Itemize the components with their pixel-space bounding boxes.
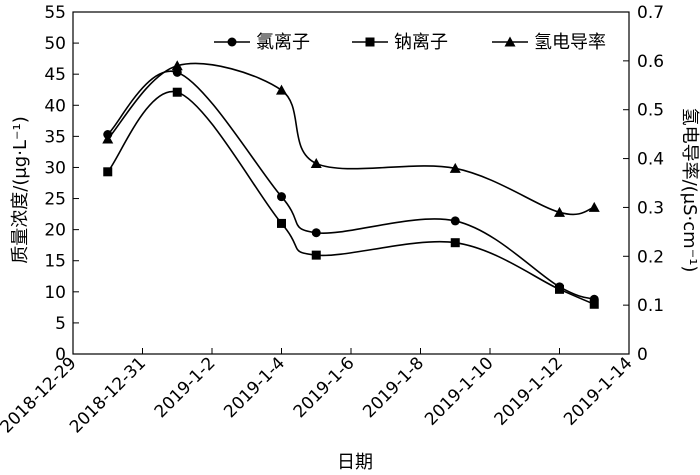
plot-area-border	[72, 11, 630, 355]
left-tick-label: 10	[44, 283, 66, 303]
x-tick-label: 2019-1-6	[290, 353, 359, 422]
point-square	[172, 87, 182, 97]
point-circle	[277, 192, 286, 202]
point-circle	[450, 216, 460, 226]
x-tick-label: 2019-1-10	[421, 353, 497, 429]
series-circle	[103, 67, 599, 304]
point-square	[311, 250, 321, 260]
point-square	[589, 299, 599, 309]
legend-item-square: 钠离子	[352, 32, 448, 53]
point-triangle	[276, 84, 287, 95]
x-axis-title: 日期	[337, 452, 373, 473]
legend-item-circle: 氯离子	[214, 32, 310, 53]
legend-label: 钠离子	[394, 32, 448, 53]
legend-label: 氯离子	[256, 32, 310, 53]
series-triangle	[102, 60, 600, 217]
left-tick-label: 15	[44, 252, 66, 272]
x-tick-label: 2019-1-8	[359, 353, 428, 422]
left-tick-label: 40	[44, 96, 66, 116]
left-tick-label: 45	[44, 65, 66, 85]
point-square	[555, 284, 564, 294]
plot-frame	[72, 11, 630, 355]
legend: 氯离子 钠离子 氢电导率	[214, 32, 606, 53]
legend-label: 氢电导率	[534, 32, 606, 53]
right-tick-label: 0	[637, 345, 648, 365]
series-line-triangle	[107, 62, 595, 216]
x-tick-label: 2019-1-12	[491, 353, 567, 429]
right-tick-label: 0.7	[637, 3, 664, 23]
left-tick-label: 55	[44, 3, 66, 23]
point-triangle	[449, 162, 461, 173]
right-tick-label: 0.1	[637, 296, 664, 316]
point-triangle	[554, 206, 565, 217]
x-tick-label: 2019-1-14	[560, 353, 636, 429]
series-square	[103, 87, 599, 309]
left-tick-label: 5	[55, 314, 66, 334]
left-tick-label: 50	[44, 34, 66, 54]
left-axis-title: 质量浓度/(μg·L⁻¹)	[10, 116, 31, 263]
right-tick-label: 0.6	[637, 52, 664, 72]
right-axis: 0 0.1 0.2 0.3 0.4 0.5 0.6 0.7	[623, 3, 664, 365]
point-square	[450, 238, 460, 248]
left-axis: 0 5 10 15 20 25 30 35 40 45 50 55	[44, 3, 79, 365]
legend-marker-circle	[227, 37, 237, 47]
series-line-circle	[107, 70, 595, 301]
left-tick-label: 20	[44, 221, 66, 241]
left-tick-label: 35	[44, 127, 66, 147]
point-square	[103, 167, 113, 177]
x-tick-label: 2019-1-2	[151, 353, 220, 422]
point-square	[277, 218, 286, 228]
legend-marker-triangle	[504, 36, 516, 47]
right-tick-label: 0.5	[637, 101, 664, 121]
left-tick-label: 25	[44, 190, 66, 210]
point-circle	[311, 228, 321, 238]
x-tick-label: 2019-1-4	[220, 353, 289, 422]
point-triangle	[588, 201, 600, 212]
right-axis-title: 氢电导率/(μS·cm⁻¹)	[679, 108, 700, 273]
left-tick-label: 0	[55, 345, 66, 365]
point-triangle	[102, 133, 114, 144]
series-layer	[102, 60, 600, 309]
point-triangle	[310, 157, 322, 168]
legend-item-triangle: 氢电导率	[492, 32, 606, 53]
legend-marker-square	[365, 37, 375, 47]
point-triangle	[171, 60, 183, 71]
right-tick-label: 0.4	[637, 150, 664, 170]
right-tick-label: 0.2	[637, 247, 664, 267]
series-line-square	[107, 90, 595, 305]
right-tick-label: 0.3	[637, 198, 664, 218]
left-tick-label: 30	[44, 158, 66, 178]
